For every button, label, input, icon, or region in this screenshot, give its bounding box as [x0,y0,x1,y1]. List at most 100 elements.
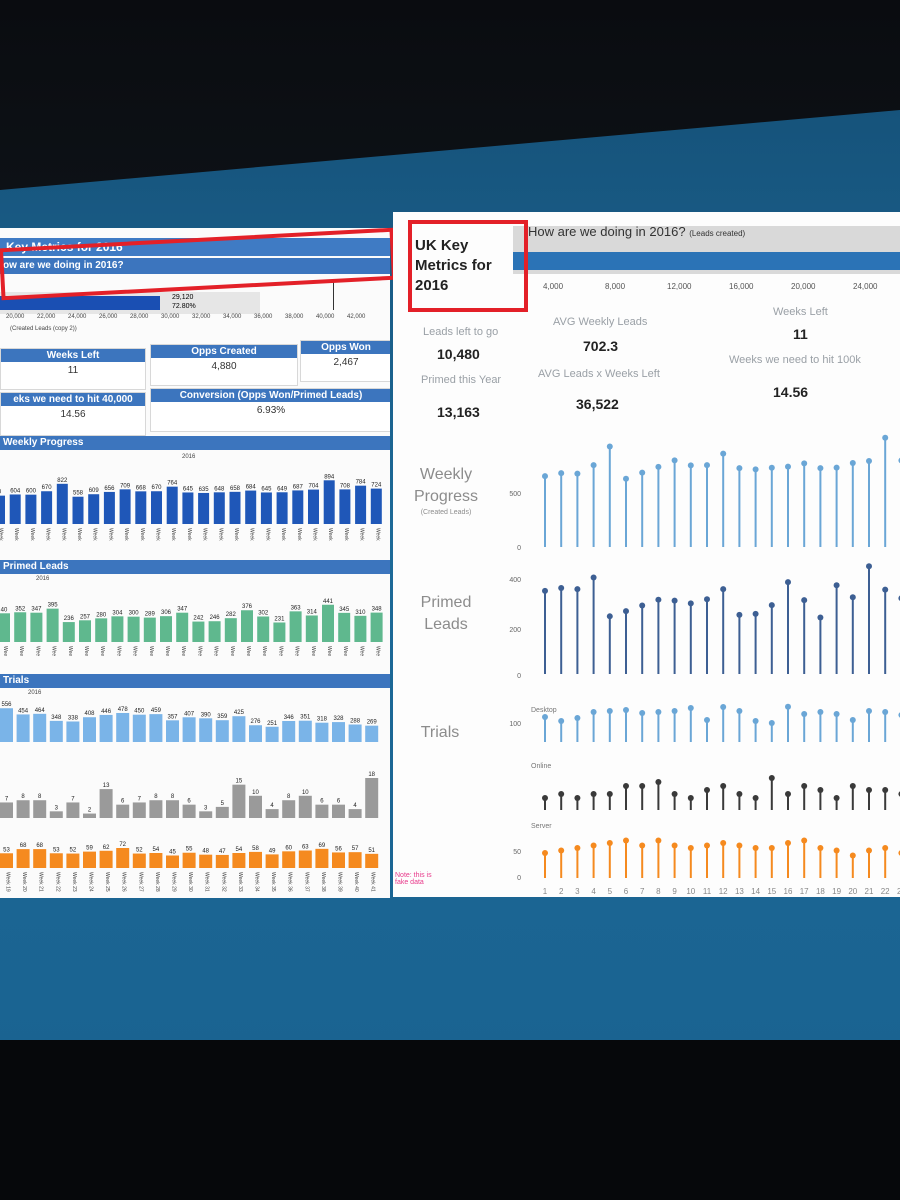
primed-bar [354,615,367,642]
desktop-lolli-dot [768,720,775,726]
side-label-primed: Primed Leads [420,594,472,633]
left-subtitle: ow are we doing in 2016? [3,260,124,271]
trials-online-bar [199,811,213,818]
trials-desktop-bar [282,720,296,742]
primed-bar [192,621,205,642]
trials-desktop-bar [232,716,246,742]
right-axis-ticks: 4,000 8,000 12,000 16,000 20,000 24,000 [543,282,900,294]
left-axis-caption: (Created Leads (copy 2)) [10,326,77,332]
trials-online-bar [116,804,130,818]
trials-server-bar [166,855,179,868]
weekly-value-label: 704 [308,484,319,490]
primed-bar [160,616,172,642]
right-x-tick: 17 [800,887,809,896]
trials-online-value-label: 8 [21,794,25,800]
tile-opps-created: Opps Created 4,880 [150,344,298,386]
trials-online-bar [33,800,47,818]
primed-value-label: 280 [96,612,107,618]
right-x-tick: 4 [591,887,596,896]
right-x-tick: 20 [848,887,857,896]
left-target-line [333,280,334,310]
trials-online-bar [232,784,246,818]
primed-value-label: 257 [80,614,91,620]
trials-desktop-bar [33,713,47,742]
primed-bar [127,616,140,642]
kpi-value: 702.3 [583,338,619,354]
trials-server-x-label: Week 31 [204,872,210,892]
primed-bar [305,615,318,642]
trials-online-value-label: 5 [221,801,225,807]
trials-server-value-label: 52 [70,848,77,854]
trials-server-x-label: Week 33 [237,872,243,892]
online-lolli-dot [866,787,872,793]
trials-desktop-value-label: 328 [333,716,344,722]
weekly-bar [182,492,194,524]
trials-server-bar [182,852,196,868]
primed-x-label: Wee [67,646,73,656]
trials-server-value-label: 63 [302,845,309,851]
online-lolli-dot [704,787,710,793]
primed-leads-header: Primed Leads [0,560,390,574]
weekly-x-label: Week [76,528,82,541]
kpi-label: AVG Leads x Weeks Left [538,368,660,380]
left-progress-percent: 72.80% [172,303,196,310]
trials-desktop-value-label: 390 [201,712,212,718]
trials-desktop-value-label: 359 [217,714,228,720]
trials-desktop-bar [365,725,379,742]
left-axis-tick: 32,000 [192,314,211,320]
server-lolli-dot [687,845,694,851]
trials-server-bar [33,849,47,868]
weekly-value-label: 822 [57,478,68,484]
right-x-tick: 3 [575,887,580,896]
trials-desktop-value-label: 269 [367,720,378,726]
primed-value-label: 246 [210,615,221,621]
right-x-tick: 9 [672,887,677,896]
trials-server-value-label: 47 [219,849,226,855]
online-lolli-dot [801,783,808,789]
trials-online-value-label: 2 [88,808,92,814]
trials-online-bar [49,811,63,818]
weekly-value-label: 709 [120,483,131,489]
trials-online-value-label: 13 [103,783,110,789]
weekly-lolli-dot [882,434,889,441]
primed-bar [95,618,108,642]
weekly-x-label: Week [92,528,98,541]
primed-axis-label: 0 [517,673,521,680]
primed-value-label: 231 [274,616,285,622]
weekly-value-label: 784 [356,480,367,486]
trials-server-x-label: Week 24 [88,872,94,892]
left-axis-tick: 26,000 [99,314,118,320]
online-lolli-dot [639,783,646,789]
weekly-lolli-dot [655,463,662,470]
tile-conversion-value: 6.93% [256,405,286,416]
trials-online-value-label: 10 [252,790,259,796]
trials-online-bar [365,778,379,818]
trials-server-x-label: Week 32 [220,872,226,892]
trials-server-value-label: 51 [368,848,375,854]
online-lolli-dot [882,787,889,793]
trials-server-x-label: Week 20 [21,872,27,892]
left-axis-tick: 40,000 [316,314,335,320]
trials-desktop-bar [332,722,345,742]
right-x-tick: 2 [559,887,564,896]
desktop-lolli-dot [558,718,565,724]
primed-lolli-dot [882,586,889,593]
primed-lolli-dot [671,597,678,604]
primed-value-label: 236 [64,616,75,622]
desktop-lolli-dot [833,711,840,717]
online-lolli-dot [623,783,629,789]
weekly-lolli-dot [720,450,727,457]
trials-server-x-label: Week 30 [187,872,193,892]
kpi-value: 13,163 [437,404,480,420]
trials-online-bar [166,800,179,818]
tile-weeks-left: Weeks Left 11 [0,348,146,390]
trials-server-bar [66,853,80,868]
weekly-bar [103,491,115,524]
right-x-tick: 22 [881,887,890,896]
server-axis-label: 0 [517,875,521,882]
online-lolli-dot [671,791,678,797]
weekly-lolli-dot [736,465,743,472]
primed-lolli-dot [720,586,727,593]
weekly-value-label: 894 [324,474,335,480]
primed-bar [111,616,124,642]
